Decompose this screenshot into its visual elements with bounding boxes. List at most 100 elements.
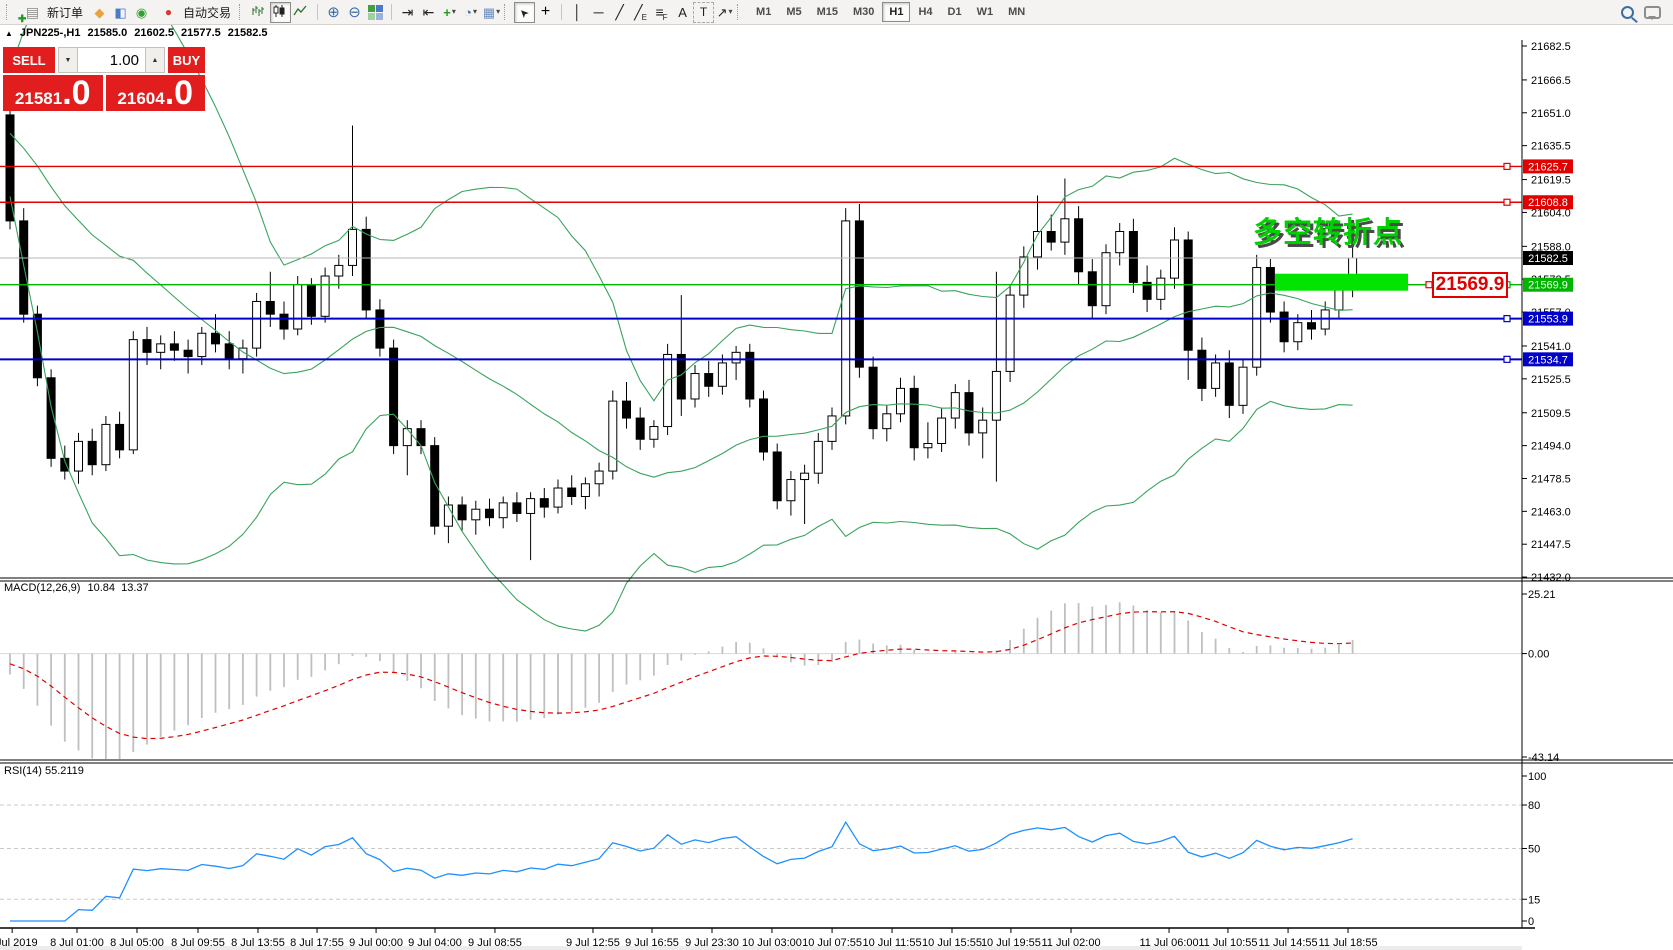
zoom-in-icon[interactable]: ⊕ bbox=[327, 3, 340, 21]
fibonacci-tool-icon[interactable]: ≡ F bbox=[655, 4, 668, 22]
candle bbox=[649, 426, 659, 440]
candle bbox=[1183, 239, 1193, 351]
line-handle[interactable] bbox=[1503, 315, 1511, 323]
channel-tool-icon[interactable]: ╱ E bbox=[634, 4, 647, 22]
timeframe-m15[interactable]: M15 bbox=[816, 6, 838, 18]
collapse-icon[interactable]: ▲ bbox=[5, 28, 13, 38]
cursor-tool-icon[interactable]: ➤ bbox=[514, 1, 536, 23]
new-chart-button[interactable]: + ▾ bbox=[443, 4, 456, 20]
price-callout-label[interactable]: 21569.9 bbox=[1432, 272, 1508, 298]
rsi-axis-label: 50 bbox=[1528, 844, 1540, 856]
candle bbox=[224, 343, 234, 360]
candle bbox=[32, 313, 42, 379]
candle bbox=[348, 228, 357, 266]
y-tick-label: 21509.5 bbox=[1531, 408, 1571, 420]
timeframe-mn[interactable]: MN bbox=[1008, 6, 1026, 18]
candle bbox=[361, 228, 371, 311]
bollinger-upper bbox=[9, 25, 1353, 402]
mql-community-icon[interactable]: ◆ bbox=[94, 4, 105, 20]
dropdown-caret-icon[interactable]: ▾ bbox=[451, 7, 456, 16]
text-tool-icon[interactable]: A bbox=[678, 4, 687, 20]
candle bbox=[402, 428, 412, 447]
scroll-to-end-icon[interactable]: ⇥ bbox=[401, 4, 414, 20]
signal-icon[interactable]: ◉ bbox=[135, 4, 148, 20]
candle bbox=[539, 498, 549, 508]
buy-button[interactable]: BUY bbox=[168, 47, 205, 73]
price-badge bbox=[1523, 251, 1573, 265]
line-handle[interactable] bbox=[1503, 162, 1511, 171]
candle bbox=[827, 415, 837, 442]
price-badge-label: 21582.5 bbox=[1528, 253, 1568, 265]
buy-price-button[interactable]: 21604.0 bbox=[105, 75, 205, 111]
candle bbox=[1115, 231, 1125, 254]
dropdown-caret-icon[interactable]: ▾ bbox=[728, 7, 733, 16]
candle bbox=[759, 398, 768, 453]
toolbar-drag-handle[interactable] bbox=[239, 4, 244, 20]
new-order-button[interactable]: ▤ ✚ 新订单 bbox=[16, 0, 89, 26]
account-icon[interactable]: ◧ bbox=[114, 4, 127, 20]
horizontal-scrollbar[interactable] bbox=[0, 946, 1522, 950]
zoom-out-icon[interactable]: ⊖ bbox=[348, 3, 361, 21]
chat-icon[interactable] bbox=[1644, 5, 1661, 20]
candle bbox=[1046, 231, 1056, 243]
volume-decrease-button[interactable]: ▼ bbox=[58, 47, 78, 73]
candle bbox=[485, 508, 494, 519]
candle bbox=[142, 339, 152, 353]
horizontal-line-tool-icon[interactable]: ─ bbox=[593, 4, 604, 20]
autotrading-button[interactable]: ● 自动交易 bbox=[152, 0, 237, 26]
timeframe-h1[interactable]: H1 bbox=[882, 2, 911, 22]
volume-input[interactable]: 1.00 bbox=[78, 47, 145, 73]
candle bbox=[183, 349, 193, 358]
price-badge bbox=[1523, 277, 1573, 292]
timeframe-w1[interactable]: W1 bbox=[976, 6, 994, 18]
crosshair-tool-icon[interactable]: + bbox=[540, 3, 551, 20]
volume-increase-button[interactable]: ▲ bbox=[145, 47, 165, 73]
symbol-period: JPN225-,H1 bbox=[19, 27, 81, 39]
text-label-tool-icon[interactable]: T bbox=[693, 1, 715, 23]
timeframe-d1[interactable]: D1 bbox=[947, 6, 962, 18]
periods-button[interactable]: ◔ ▾ bbox=[464, 4, 477, 20]
candle bbox=[690, 373, 700, 400]
candle bbox=[265, 300, 275, 315]
candle bbox=[1197, 349, 1207, 389]
macd-axis-label: 0.00 bbox=[1528, 649, 1549, 661]
templates-button[interactable]: ▦ ▾ bbox=[482, 4, 501, 20]
line-handle[interactable] bbox=[1503, 198, 1511, 206]
sell-price-button[interactable]: 21581.0 bbox=[3, 75, 103, 111]
candle bbox=[375, 309, 385, 349]
sell-button[interactable]: SELL bbox=[3, 47, 55, 73]
highlight-rect[interactable] bbox=[1275, 273, 1408, 291]
candle bbox=[978, 419, 988, 434]
tile-windows-icon[interactable] bbox=[365, 2, 386, 23]
toolbar-drag-handle[interactable] bbox=[6, 4, 11, 20]
candle bbox=[868, 366, 878, 430]
line-handle[interactable] bbox=[1503, 355, 1511, 363]
y-tick-label: 21525.5 bbox=[1531, 374, 1571, 386]
macd-indicator-label: MACD(12,26,9) 10.84 13.37 bbox=[4, 582, 149, 594]
candle bbox=[1074, 218, 1084, 273]
dropdown-caret-icon[interactable]: ▾ bbox=[472, 7, 477, 16]
timeframe-m30[interactable]: M30 bbox=[853, 6, 875, 18]
candlestick-chart-icon[interactable] bbox=[270, 1, 292, 23]
chart-canvas[interactable]: 21682.5 21666.5 21651.0 21635.5 21619.5 21604… bbox=[0, 25, 1673, 950]
candle bbox=[498, 502, 508, 519]
candle bbox=[457, 504, 467, 521]
chart-shift-icon[interactable]: ⇤ bbox=[422, 4, 435, 20]
timeframe-m1[interactable]: M1 bbox=[756, 6, 772, 18]
timeframe-m5[interactable]: M5 bbox=[786, 6, 802, 18]
arrows-tool-icon[interactable]: ↗ ▾ bbox=[716, 4, 733, 20]
timeframe-h4[interactable]: H4 bbox=[918, 6, 933, 18]
toolbar-drag-handle[interactable] bbox=[737, 4, 742, 20]
toolbar-drag-handle[interactable] bbox=[504, 4, 509, 20]
candle bbox=[156, 343, 166, 353]
vertical-line-tool-icon[interactable]: │ bbox=[573, 4, 582, 20]
trendline-tool-icon[interactable]: ╱ bbox=[615, 4, 624, 20]
search-icon[interactable] bbox=[1621, 5, 1634, 19]
bar-chart-icon[interactable] bbox=[249, 2, 270, 23]
candle bbox=[471, 508, 481, 521]
bollinger-middle bbox=[9, 132, 1353, 478]
dropdown-caret-icon[interactable]: ▾ bbox=[496, 7, 501, 16]
new-order-icon: ▤ ✚ bbox=[18, 4, 40, 25]
line-chart-icon[interactable] bbox=[291, 2, 312, 23]
chart-text-annotation[interactable]: 多空转折点 bbox=[1253, 217, 1404, 249]
